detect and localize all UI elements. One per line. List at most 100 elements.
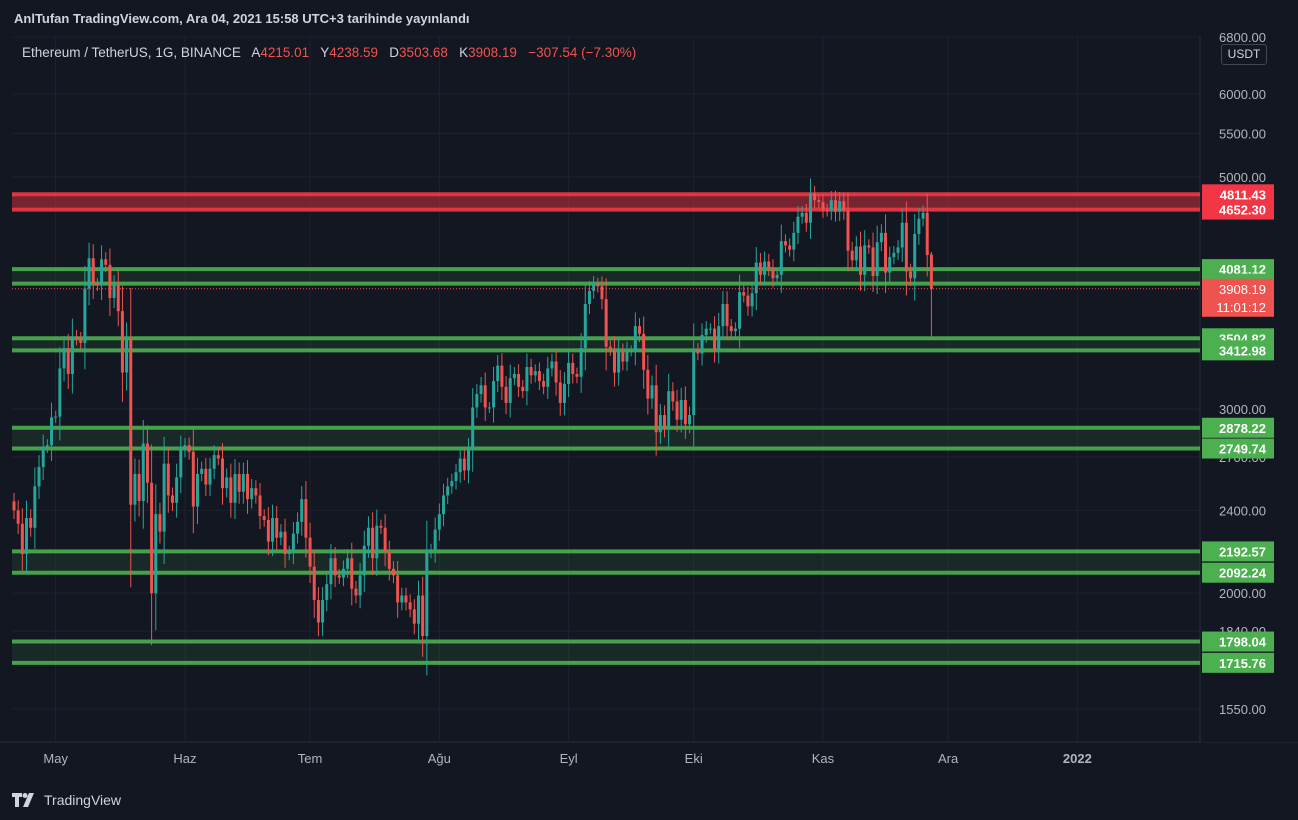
candle-body [525,367,529,392]
candle-body [804,212,808,223]
candle-body [204,468,208,485]
candle-body [600,286,604,300]
candle-body [16,510,20,524]
candle-body [246,473,250,500]
candle-body [746,295,750,307]
candle-body [433,529,437,550]
price-tick-label: 6800.00 [1219,30,1266,45]
candle-body [500,365,504,387]
candle-body [158,514,162,532]
zone-price-tag-label: 1715.76 [1219,656,1266,671]
candle-body [771,268,775,279]
zone-price-tag [1202,184,1274,205]
candle-body [162,463,166,532]
candle-body [37,467,41,487]
candle-body [145,443,149,483]
candle-body [221,458,224,489]
candle-body [713,328,717,350]
symbol-name: Ethereum / TetherUS, 1G, BINANCE [22,45,241,60]
candle-body [112,285,116,298]
candle-body [454,472,458,482]
candle-body [150,482,154,594]
candle-body [508,378,512,403]
resistance-zone [12,194,1200,210]
candle-body [279,531,283,538]
candle-body [200,468,204,474]
candle-body [100,259,104,286]
candle-body [212,455,216,469]
publish-title: AnlTufan TradingView.com, Ara 04, 2021 1… [14,11,470,26]
low-label: D [389,45,400,60]
candle-body [383,527,387,552]
candle-body [663,415,667,428]
time-tick-label: Haz [173,751,196,766]
candle-body [83,288,87,343]
currency-button[interactable]: USDT [1221,44,1267,65]
candle-body [554,361,558,383]
candle-body [483,385,487,408]
candle-body [170,495,174,503]
candle-body [717,326,721,350]
zone-price-tag [1202,562,1274,583]
candle-body [137,473,141,501]
candle-body [562,383,566,403]
candle-body [304,499,308,538]
candle-body [329,558,333,585]
candle-body [462,458,466,471]
footer-brand[interactable]: TradingView [12,790,121,810]
candle-body [283,531,287,555]
candle-body [354,588,358,596]
zone-price-tag-label: 2749.74 [1219,442,1267,457]
candle-body [366,527,370,546]
candle-body [325,584,329,601]
candle-body [646,369,650,399]
close-value: 3908.19 [468,45,517,60]
candle-body [475,394,479,408]
candle-body [446,486,450,496]
candle-body [596,283,600,287]
candle-body [362,545,366,576]
candle-body [166,463,170,496]
candle-body [521,386,525,392]
candle-body [763,261,767,275]
zones-layer [12,192,1200,665]
close-label: K [459,45,469,60]
candle-body [667,391,671,428]
open-value: 4215.01 [260,45,310,60]
candle-body [375,525,379,559]
candle-body [884,232,888,273]
price-tick-label: 1550.00 [1219,702,1266,717]
candle-body [54,416,58,418]
candle-body [271,517,275,542]
candle-body [208,468,212,485]
candle-body [479,385,483,395]
candle-body [617,352,621,373]
candle-body [471,407,475,451]
candle-body [892,252,896,258]
candle-body [341,568,345,578]
candle-body [671,391,675,402]
open-label: A [251,45,261,60]
candle-body [929,254,933,289]
candle-body [654,385,658,433]
zone-price-tag-label: 4811.43 [1220,187,1266,202]
candle-body [95,283,99,286]
candle-body [396,575,400,603]
time-tick-label: May [43,751,68,766]
candle-body [754,262,758,294]
candle-body [575,373,579,377]
symbol-legend: Ethereum / TetherUS, 1G, BINANCE A4215.0… [22,45,636,60]
candle-body [775,274,779,279]
candle-body [879,232,883,243]
candle-body [696,349,700,354]
candle-body [312,566,316,601]
candle-body [658,415,662,433]
zone-price-tag [1202,541,1274,562]
candle-body [621,352,625,362]
candle-body [700,335,704,354]
candle-body [642,333,646,370]
candle-body [225,477,229,489]
candle-body [917,218,921,234]
candle-body [467,450,471,471]
